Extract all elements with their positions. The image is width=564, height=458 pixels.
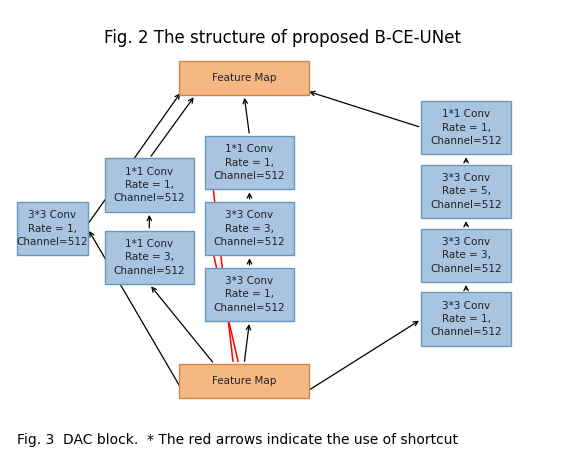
Text: 1*1 Conv
Rate = 1,
Channel=512: 1*1 Conv Rate = 1, Channel=512 — [214, 144, 285, 181]
FancyBboxPatch shape — [205, 202, 294, 256]
Text: 3*3 Conv
Rate = 1,
Channel=512: 3*3 Conv Rate = 1, Channel=512 — [430, 301, 502, 338]
Text: 3*3 Conv
Rate = 1,
Channel=512: 3*3 Conv Rate = 1, Channel=512 — [16, 210, 88, 247]
FancyBboxPatch shape — [17, 202, 87, 256]
Text: 1*1 Conv
Rate = 1,
Channel=512: 1*1 Conv Rate = 1, Channel=512 — [430, 109, 502, 146]
Text: 3*3 Conv
Rate = 3,
Channel=512: 3*3 Conv Rate = 3, Channel=512 — [430, 237, 502, 273]
FancyBboxPatch shape — [421, 165, 511, 218]
FancyBboxPatch shape — [105, 231, 194, 284]
FancyBboxPatch shape — [179, 364, 309, 398]
FancyBboxPatch shape — [205, 267, 294, 322]
FancyBboxPatch shape — [179, 61, 309, 95]
FancyBboxPatch shape — [205, 136, 294, 190]
FancyBboxPatch shape — [421, 229, 511, 282]
FancyBboxPatch shape — [105, 158, 194, 212]
Text: Feature Map: Feature Map — [212, 376, 276, 386]
Text: Fig. 2 The structure of proposed B-CE-UNet: Fig. 2 The structure of proposed B-CE-UN… — [104, 28, 460, 47]
Text: 3*3 Conv
Rate = 3,
Channel=512: 3*3 Conv Rate = 3, Channel=512 — [214, 210, 285, 247]
Text: 1*1 Conv
Rate = 1,
Channel=512: 1*1 Conv Rate = 1, Channel=512 — [113, 167, 185, 203]
FancyBboxPatch shape — [421, 292, 511, 346]
Text: 1*1 Conv
Rate = 3,
Channel=512: 1*1 Conv Rate = 3, Channel=512 — [113, 239, 185, 276]
Text: Feature Map: Feature Map — [212, 73, 276, 83]
Text: 3*3 Conv
Rate = 5,
Channel=512: 3*3 Conv Rate = 5, Channel=512 — [430, 173, 502, 210]
Text: 3*3 Conv
Rate = 1,
Channel=512: 3*3 Conv Rate = 1, Channel=512 — [214, 276, 285, 313]
Text: Fig. 3  DAC block.  * The red arrows indicate the use of shortcut: Fig. 3 DAC block. * The red arrows indic… — [17, 432, 458, 447]
FancyBboxPatch shape — [421, 101, 511, 154]
